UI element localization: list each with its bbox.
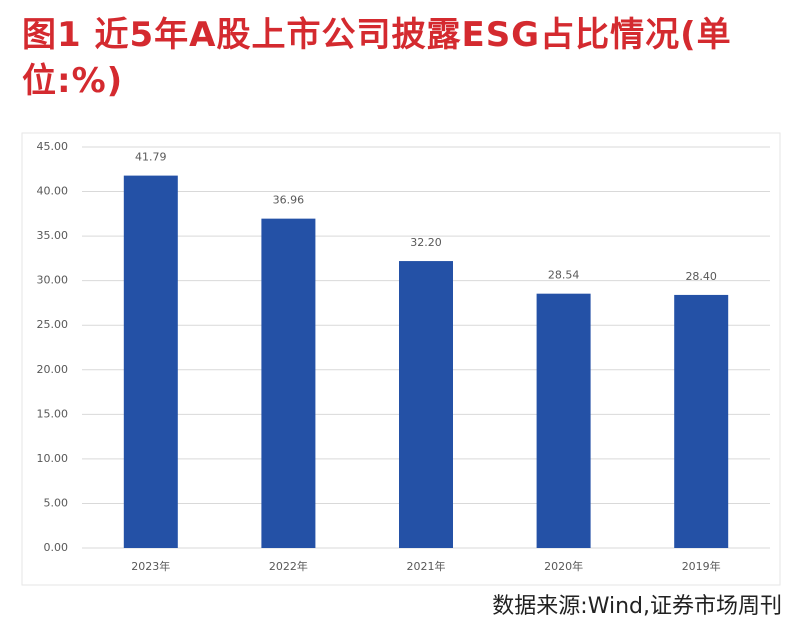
source-note: 数据来源:Wind,证券市场周刊 — [492, 594, 782, 619]
chart: 0.00 5.00 10.00 15.00 20.00 25.00 30.00 35.00 40… — [21, 132, 781, 586]
x-tick-label: 2020年 — [544, 559, 583, 573]
x-tick-label: 2019年 — [682, 559, 721, 573]
y-tick-label: 25.00 — [37, 318, 69, 331]
bar — [674, 294, 729, 548]
value-label: 41.79 — [135, 151, 167, 164]
y-tick-label: 5.00 — [44, 496, 69, 509]
chart-title: 图1 近5年A股上市公司披露ESG占比情况(单位:%) — [22, 15, 732, 101]
bar — [123, 175, 178, 548]
value-label: 32.20 — [410, 236, 442, 249]
y-tick-label: 45.00 — [37, 140, 69, 153]
bar — [399, 261, 453, 548]
y-tick-label: 15.00 — [37, 407, 69, 420]
value-label: 36.96 — [273, 194, 305, 207]
y-tick-label: 10.00 — [37, 452, 69, 465]
value-label: 28.40 — [685, 270, 717, 283]
y-tick-label: 35.00 — [37, 229, 69, 242]
y-tick-label: 30.00 — [37, 274, 69, 287]
y-tick-label: 40.00 — [37, 185, 69, 198]
bar — [536, 293, 591, 548]
y-tick-label: 20.00 — [37, 363, 69, 376]
bar — [261, 218, 316, 549]
x-tick-label: 2023年 — [131, 559, 170, 573]
x-tick-label: 2022年 — [269, 559, 308, 573]
x-tick-label: 2021年 — [407, 559, 446, 573]
value-label: 28.54 — [548, 269, 580, 282]
y-tick-label: 0.00 — [44, 541, 69, 554]
